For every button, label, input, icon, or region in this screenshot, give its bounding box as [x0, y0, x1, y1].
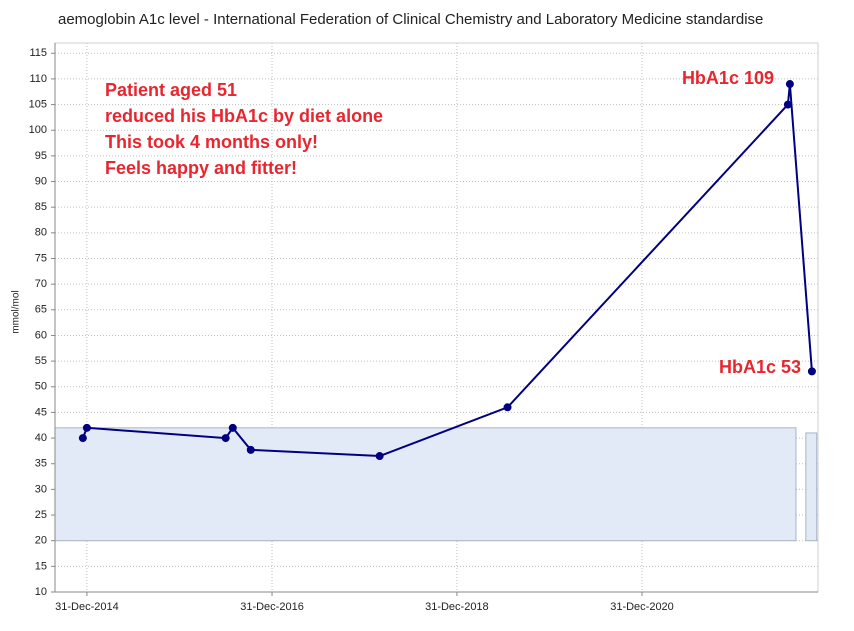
point-label: HbA1c 53	[719, 357, 801, 377]
y-tick-label: 100	[29, 124, 47, 136]
y-tick-label: 70	[35, 278, 47, 290]
annotation: Feels happy and fitter!	[105, 158, 297, 178]
y-axis-label: mmol/mol	[11, 290, 22, 333]
reference-range	[54, 427, 797, 542]
data-point	[375, 452, 384, 461]
y-tick-label: 65	[35, 304, 47, 316]
y-tick-label: 10	[35, 586, 47, 598]
data-point	[785, 80, 794, 89]
data-point	[503, 403, 512, 412]
plot-area: 10 15 20 25 30 35 40 45 50 55 60 65 70 75 80 85 90 95 100 1…	[29, 42, 819, 613]
y-tick-label: 55	[35, 355, 47, 367]
data-point	[807, 367, 816, 376]
y-tick-label: 35	[35, 458, 47, 470]
chart-title: aemoglobin A1c level - International Fed…	[58, 11, 763, 28]
annotation: reduced his HbA1c by diet alone	[105, 106, 383, 126]
annotation: Patient aged 51	[105, 80, 237, 100]
y-tick-label: 20	[35, 535, 47, 547]
y-tick-label: 105	[29, 98, 47, 110]
x-tick-label: 31-Dec-2018	[425, 601, 489, 613]
y-tick-label: 40	[35, 432, 47, 444]
data-point	[78, 434, 87, 443]
reference-range	[805, 432, 818, 542]
y-tick-label: 115	[29, 47, 47, 59]
y-tick-label: 75	[35, 252, 47, 264]
x-tick-label: 31-Dec-2020	[610, 601, 674, 613]
data-point	[783, 100, 792, 109]
y-tick-label: 50	[35, 381, 47, 393]
x-tick-label: 31-Dec-2014	[55, 601, 119, 613]
y-tick-label: 25	[35, 509, 47, 521]
point-label: HbA1c 109	[682, 68, 774, 88]
y-tick-label: 15	[35, 560, 47, 572]
y-tick-label: 80	[35, 227, 47, 239]
y-tick-label: 95	[35, 150, 47, 162]
y-tick-label: 60	[35, 329, 47, 341]
data-point	[246, 445, 255, 454]
series-line	[81, 83, 813, 458]
y-tick-label: 90	[35, 175, 47, 187]
y-tick-label: 45	[35, 406, 47, 418]
y-tick-label: 85	[35, 201, 47, 213]
y-tick-label: 110	[29, 73, 47, 85]
data-point	[82, 423, 91, 432]
annotation: This took 4 months only!	[105, 132, 318, 152]
x-tick-label: 31-Dec-2016	[240, 601, 304, 613]
data-point	[228, 423, 237, 432]
y-tick-label: 30	[35, 483, 47, 495]
data-point	[221, 434, 230, 443]
